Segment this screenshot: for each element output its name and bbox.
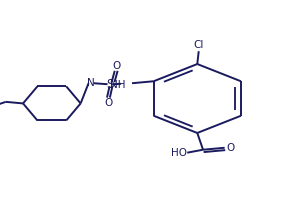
Text: O: O [104,98,113,108]
Text: NH: NH [110,80,126,90]
Text: O: O [112,61,120,71]
Text: O: O [226,143,234,153]
Text: S: S [107,78,114,91]
Text: Cl: Cl [194,40,204,50]
Text: N: N [87,78,95,88]
Text: HO: HO [171,148,187,158]
